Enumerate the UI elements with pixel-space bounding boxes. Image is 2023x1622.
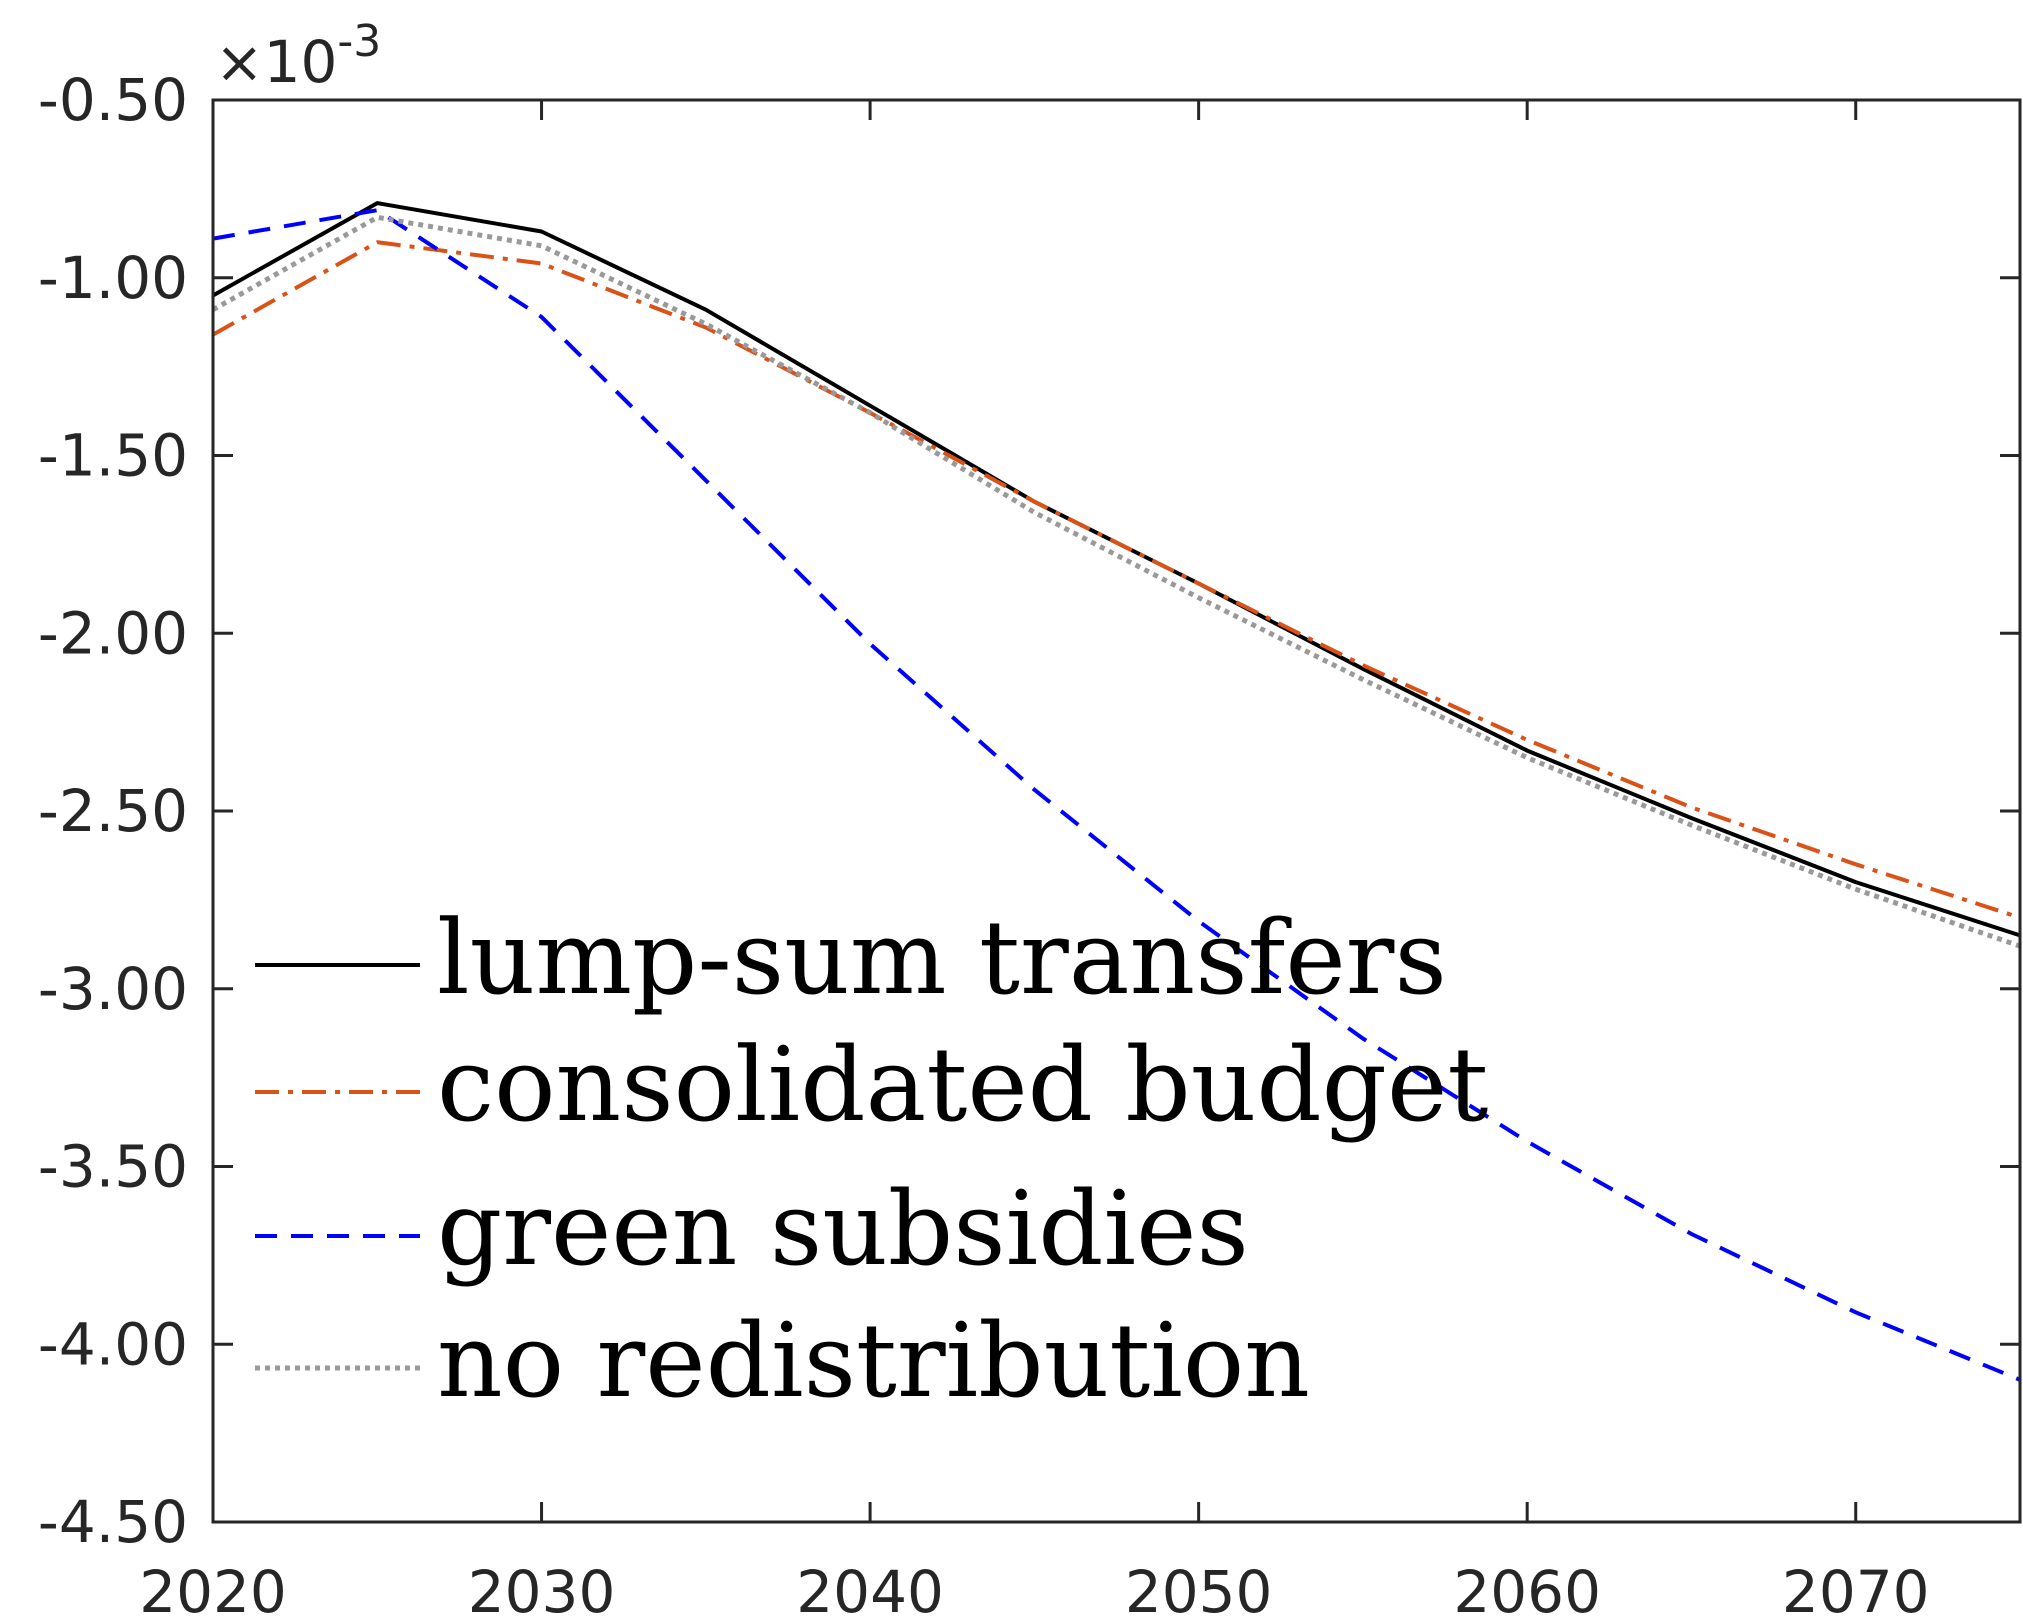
series-line-4 [211, 214, 2021, 949]
series-line-1 [212, 201, 2021, 938]
legend-label-3: green subsidies [437, 1170, 1249, 1289]
legend-label-1: lump-sum transfers [437, 899, 1447, 1018]
x-tick-label: 2020 [139, 1558, 287, 1622]
ticks-layer [211, 98, 2020, 1524]
y-tick-label: -2.00 [38, 599, 188, 667]
x-tick-label: 2040 [796, 1558, 944, 1622]
y-tick-label: -1.50 [38, 422, 188, 490]
y-tick-label: -1.00 [38, 244, 188, 312]
x-tick-label: 2070 [1782, 1558, 1930, 1622]
y-tick-labels: -0.50 -1.00 -1.50 -2.00 -2.50 -3.00 -3.50 -4.00… [38, 66, 188, 1556]
y-tick-label: -4.00 [38, 1310, 188, 1378]
y-scale-exponent-power: -3 [337, 16, 381, 67]
y-scale-exponent: ×10-3 [215, 16, 381, 96]
x-tick-label: 2060 [1453, 1558, 1601, 1622]
x-tick-label: 2050 [1125, 1558, 1273, 1622]
x-tick-label: 2030 [468, 1558, 616, 1622]
y-tick-label: -0.50 [38, 66, 188, 134]
series-layer [211, 201, 2021, 1382]
legend-label-2: consolidated budget [437, 1026, 1488, 1145]
series-line-2 [212, 240, 2021, 920]
y-scale-exponent-base: ×10 [215, 28, 337, 96]
x-tick-labels: 2020 2030 2040 2050 2060 2070 [139, 1558, 1929, 1622]
y-tick-label: -2.50 [38, 777, 188, 845]
y-tick-label: -3.50 [38, 1133, 188, 1201]
y-tick-label: -4.50 [38, 1488, 188, 1556]
y-tick-label: -3.00 [38, 955, 188, 1023]
legend-label-4: no redistribution [437, 1302, 1310, 1421]
series-line-3 [212, 208, 2021, 1382]
